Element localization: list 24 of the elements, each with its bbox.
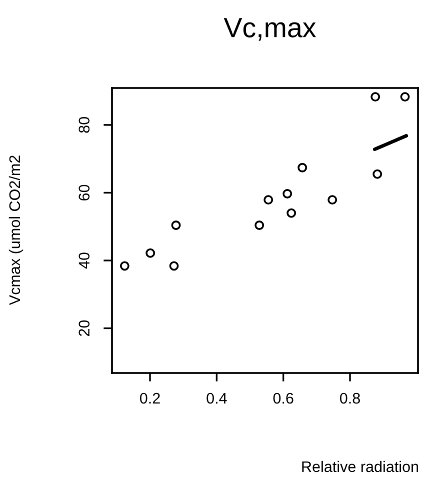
point [120, 261, 130, 271]
point [254, 220, 264, 230]
y-axis-title: Vcmax (umol CO2/m2 [8, 156, 24, 306]
point [328, 195, 338, 205]
y-tick-label: 60 [78, 184, 90, 200]
y-tick-label: 80 [78, 117, 90, 133]
x-tick-label: 0.8 [340, 392, 360, 404]
point [171, 220, 181, 230]
y-tick-label: 20 [78, 320, 90, 336]
point [169, 261, 179, 271]
point [282, 189, 292, 198]
x-axis-title: Relative radiation [302, 460, 418, 472]
chart-title: Vc,max [224, 18, 316, 41]
y-tick-label: 40 [78, 252, 90, 269]
point [400, 92, 410, 102]
point [286, 208, 296, 218]
point [372, 169, 382, 179]
point [264, 195, 274, 205]
x-tick-label: 0.2 [140, 392, 160, 404]
x-tick-label: 0.4 [206, 392, 227, 404]
point [298, 162, 308, 172]
point [370, 92, 380, 102]
x-tick-label: 0.6 [273, 392, 294, 404]
point [146, 248, 156, 258]
